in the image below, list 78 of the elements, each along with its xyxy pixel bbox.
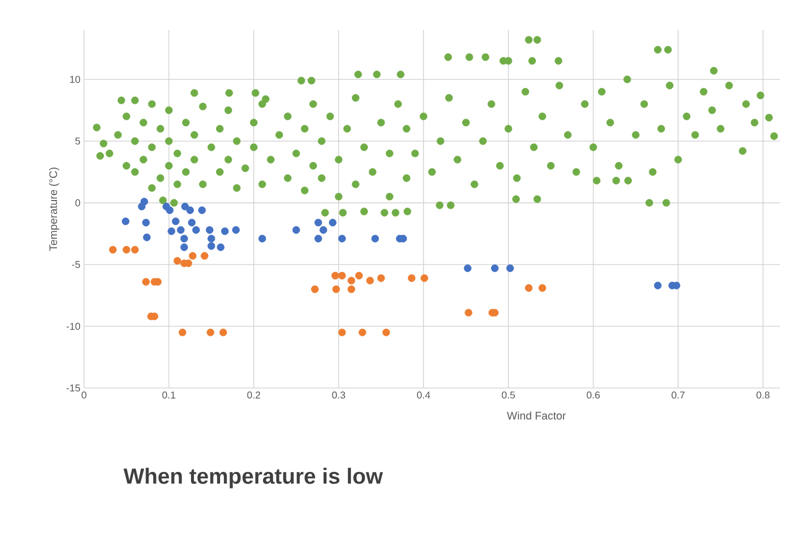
point bbox=[142, 278, 150, 286]
point bbox=[221, 227, 229, 236]
point bbox=[366, 276, 374, 284]
x-tick-label: 0.8 bbox=[756, 392, 770, 399]
point bbox=[181, 202, 189, 210]
point bbox=[206, 226, 214, 234]
point bbox=[200, 252, 208, 260]
point bbox=[338, 272, 346, 280]
x-tick-label: 0.6 bbox=[586, 392, 600, 399]
point bbox=[332, 285, 340, 294]
x-tick-label: 0.5 bbox=[502, 392, 515, 399]
point bbox=[143, 234, 151, 242]
point bbox=[192, 226, 200, 234]
point bbox=[174, 257, 182, 265]
point bbox=[464, 308, 472, 316]
y-tick-label: -15 bbox=[66, 384, 80, 392]
point bbox=[464, 264, 472, 272]
point bbox=[109, 246, 117, 254]
point bbox=[371, 234, 379, 242]
point bbox=[206, 328, 214, 336]
point bbox=[654, 282, 662, 290]
point bbox=[506, 264, 514, 272]
point bbox=[348, 285, 356, 294]
point bbox=[142, 218, 150, 226]
point bbox=[208, 234, 216, 242]
point bbox=[178, 328, 186, 336]
y-tick-label: 10 bbox=[70, 76, 80, 83]
point bbox=[358, 328, 366, 336]
point bbox=[180, 234, 188, 242]
text: When temperature is low bbox=[124, 468, 383, 488]
point bbox=[314, 218, 322, 226]
point bbox=[382, 328, 390, 336]
point bbox=[258, 234, 266, 242]
point bbox=[314, 234, 322, 242]
point bbox=[348, 276, 356, 284]
point bbox=[355, 272, 363, 280]
point bbox=[338, 328, 346, 336]
x-axis-title: Wind Factor bbox=[506, 412, 566, 420]
point bbox=[176, 226, 185, 234]
y-tick-label: -5 bbox=[72, 261, 80, 268]
point bbox=[538, 284, 546, 292]
point bbox=[320, 226, 328, 234]
point bbox=[232, 226, 240, 234]
y-axis-title: Temperature (°C) bbox=[49, 168, 60, 251]
point bbox=[172, 218, 180, 226]
point bbox=[122, 218, 130, 226]
point bbox=[331, 272, 340, 280]
y-tick-label: 0 bbox=[75, 199, 80, 206]
x-tick-label: 0.3 bbox=[332, 392, 346, 399]
x-tick-label: 0.7 bbox=[672, 392, 685, 399]
point bbox=[138, 202, 146, 210]
point bbox=[524, 284, 533, 292]
point bbox=[186, 206, 194, 214]
point bbox=[311, 285, 319, 294]
point bbox=[188, 252, 196, 260]
x-tick-label: 0 bbox=[82, 392, 86, 399]
point bbox=[420, 274, 428, 282]
y-tick-label: -10 bbox=[66, 322, 80, 330]
point bbox=[328, 218, 337, 226]
point bbox=[188, 218, 196, 226]
point bbox=[166, 206, 174, 214]
point bbox=[122, 246, 130, 254]
x-tick-label: 0.1 bbox=[162, 392, 176, 399]
point bbox=[131, 246, 139, 254]
point bbox=[208, 242, 216, 250]
point bbox=[292, 226, 300, 234]
point bbox=[408, 274, 416, 282]
point bbox=[219, 328, 228, 336]
x-tick-label: 0.4 bbox=[416, 392, 430, 399]
point bbox=[377, 274, 385, 282]
point bbox=[216, 243, 224, 252]
point bbox=[338, 234, 346, 242]
point bbox=[168, 227, 176, 236]
point bbox=[180, 243, 188, 252]
point bbox=[491, 264, 499, 272]
point bbox=[198, 206, 206, 214]
y-tick-label: 5 bbox=[75, 138, 80, 145]
x-tick-label: 0.2 bbox=[247, 392, 260, 399]
